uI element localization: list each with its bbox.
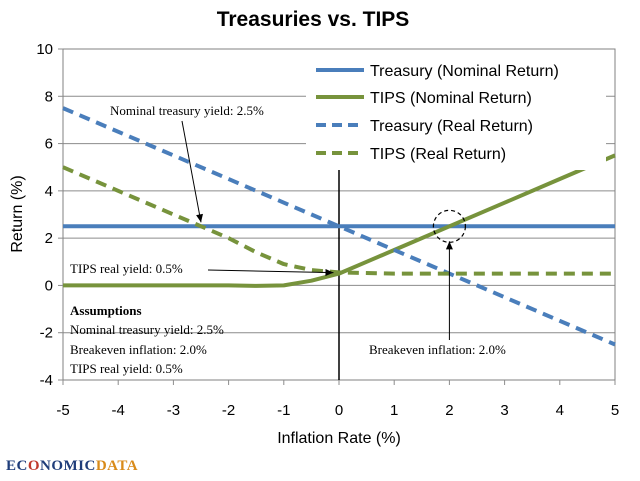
logo-eco: EC xyxy=(6,458,28,474)
economicdata-logo: ECONOMICDATA xyxy=(6,458,138,475)
y-tick-label-4: 4 xyxy=(45,183,53,200)
x-tick-label-0: -5 xyxy=(56,402,69,419)
x-tick-label-9: 4 xyxy=(556,402,564,419)
x-tick-label-5: 0 xyxy=(335,402,343,419)
x-tick-label-6: 1 xyxy=(390,402,398,419)
series-line-tips-real-return xyxy=(62,165,615,276)
annotation-breakeven: Breakeven inflation: 2.0% xyxy=(369,342,506,357)
y-axis-ticks: -4 -2 0 2 4 6 8 10 xyxy=(36,41,63,389)
x-tick-label-7: 2 xyxy=(445,402,453,419)
x-axis-ticks: -5 -4 -3 -2 -1 0 1 2 3 4 5 xyxy=(56,380,619,419)
annotations: Nominal treasury yield: 2.5% TIPS real y… xyxy=(66,103,506,376)
logo-nomic: NOMIC xyxy=(40,458,96,474)
annotation-tips-yield: TIPS real yield: 0.5% xyxy=(70,261,183,276)
logo-o-mark: O xyxy=(27,458,41,474)
y-tick-label-6: 8 xyxy=(45,88,53,105)
y-tick-label-5: 6 xyxy=(45,136,53,153)
assumption-nominal-yield: Nominal treasury yield: 2.5% xyxy=(70,322,224,337)
legend-label-treasury-nominal: Treasury (Nominal Return) xyxy=(370,63,559,80)
x-tick-label-10: 5 xyxy=(611,402,619,419)
legend-label-tips-nominal: TIPS (Nominal Return) xyxy=(370,90,532,107)
y-tick-label-7: 10 xyxy=(36,41,53,58)
x-tick-label-3: -2 xyxy=(222,402,235,419)
annotation-arrowhead-tips-yield xyxy=(325,268,334,276)
annotation-arrow-tips-yield xyxy=(207,269,334,274)
x-tick-label-2: -3 xyxy=(167,402,180,419)
legend-label-tips-real: TIPS (Real Return) xyxy=(370,146,506,163)
annotation-arrow-nominal-yield xyxy=(181,120,202,223)
y-tick-label-2: 0 xyxy=(45,277,53,294)
y-tick-label-3: 2 xyxy=(45,230,53,247)
x-tick-label-4: -1 xyxy=(277,402,290,419)
chart-title: Treasuries vs. TIPS xyxy=(217,8,410,31)
assumption-breakeven: Breakeven inflation: 2.0% xyxy=(70,342,207,357)
x-axis-label: Inflation Rate (%) xyxy=(277,430,401,447)
y-axis-label: Return (%) xyxy=(9,175,26,252)
legend: Treasury (Nominal Return) TIPS (Nominal … xyxy=(306,58,606,170)
series-lines xyxy=(62,106,616,347)
y-tick-label-1: -2 xyxy=(40,325,53,342)
x-tick-label-1: -4 xyxy=(112,402,125,419)
annotation-arrowhead-nominal-yield xyxy=(196,213,203,223)
assumptions-title: Assumptions xyxy=(70,303,142,318)
x-tick-label-8: 3 xyxy=(500,402,508,419)
y-tick-label-0: -4 xyxy=(40,372,53,389)
series-line-treasury-real-return xyxy=(62,106,616,347)
assumption-tips-yield: TIPS real yield: 0.5% xyxy=(70,361,183,376)
annotation-arrowhead-breakeven xyxy=(445,241,453,250)
legend-label-treasury-real: Treasury (Real Return) xyxy=(370,118,533,135)
annotation-tips-yield-background xyxy=(66,261,208,278)
logo-data: DATA xyxy=(95,458,139,474)
annotation-nominal-yield: Nominal treasury yield: 2.5% xyxy=(110,103,264,118)
series-line-tips-nominal-return xyxy=(63,153,616,288)
